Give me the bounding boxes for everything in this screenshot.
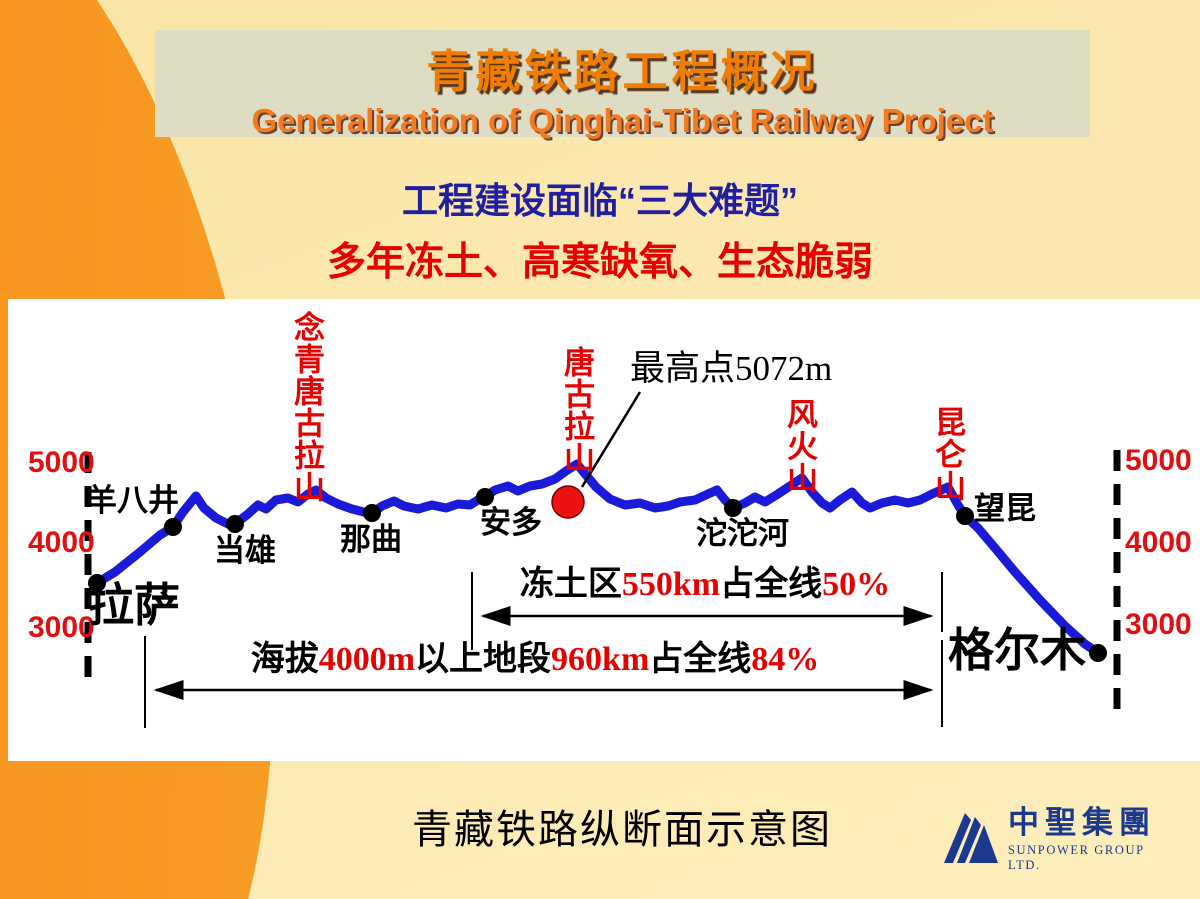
sunpower-logo: 中聖集團 SUNPOWER GROUP LTD. — [938, 797, 1168, 875]
station-label-wangkun: 望昆 — [974, 491, 1036, 526]
left-axis-label-5000: 5000 — [28, 446, 95, 479]
station-label-yangbajing: 羊八井 — [86, 483, 179, 518]
altitude-value-km: 960km — [551, 641, 650, 678]
right-axis-label-3000: 3000 — [1125, 608, 1192, 641]
station-label-lhasa: 拉萨 — [88, 580, 180, 631]
altitude-text-1: 海拔 — [250, 641, 319, 678]
altitude-text-2: 以上地段 — [415, 641, 552, 678]
altitude-value-pct: 84% — [751, 641, 820, 678]
left-axis-label-4000: 4000 — [28, 526, 95, 559]
mountain-label-tanggula: 唐古拉山 — [559, 346, 594, 474]
frozen-soil-value-pct: 50% — [822, 566, 891, 603]
left-axis-label-3000: 3000 — [28, 611, 95, 644]
chart-canvas — [84, 391, 1121, 728]
peak-leader-line — [580, 391, 642, 488]
station-label-golmud: 格尔木 — [948, 625, 1086, 676]
station-label-damxung: 当雄 — [214, 533, 276, 568]
station-label-amdo: 安多 — [480, 505, 542, 540]
heading-three-challenges: 工程建设面临“三大难题” — [401, 180, 798, 221]
altitude-annotation: 海拔4000m以上地段960km占全线84% — [140, 642, 930, 678]
chart-caption: 青藏铁路纵断面示意图 — [412, 807, 832, 852]
header-box: 青藏铁路工程概况 Generalization of Qinghai-Tibet… — [155, 30, 1090, 139]
heading-challenge-list: 多年冻土、高寒缺氧、生态脆弱 — [326, 241, 873, 284]
station-dots — [88, 488, 1107, 662]
highest-point-dot — [551, 485, 585, 519]
station-label-tuotuohe: 沱沱河 — [696, 516, 789, 551]
frozen-soil-text-2: 占全线 — [720, 566, 823, 603]
peak-annotation: 最高点5072m — [630, 349, 833, 388]
mountain-label-kunlun: 昆仑山 — [930, 406, 965, 502]
page-title-chinese: 青藏铁路工程概况 — [426, 47, 819, 97]
mountain-logo-icon — [944, 813, 998, 863]
frozen-soil-annotation: 冻土区550km占全线50% — [470, 567, 940, 603]
altitude-value-m: 4000m — [318, 641, 416, 678]
altitude-text-3: 占全线 — [649, 641, 752, 678]
station-label-nagqu: 那曲 — [340, 522, 402, 557]
elevation-profile-line — [92, 459, 1103, 658]
right-axis-label-4000: 4000 — [1125, 526, 1192, 559]
mountain-label-fenghuo: 风火山 — [782, 398, 817, 494]
logo-company-name-cn: 中聖集團 — [1008, 805, 1156, 840]
mountain-label-nyainqentanglha: 念青唐古拉山 — [289, 311, 324, 503]
elevation-profile-chart: 5000 4000 3000 5000 4000 3000 拉萨 羊八井 当雄 … — [8, 299, 1200, 761]
right-axis-label-5000: 5000 — [1125, 444, 1192, 477]
frozen-soil-value-km: 550km — [621, 566, 721, 603]
logo-company-name-en: SUNPOWER GROUP LTD. — [1008, 843, 1145, 872]
page-title-english: Generalization of Qinghai-Tibet Railway … — [251, 102, 994, 139]
frozen-soil-text-1: 冻土区 — [519, 566, 622, 603]
